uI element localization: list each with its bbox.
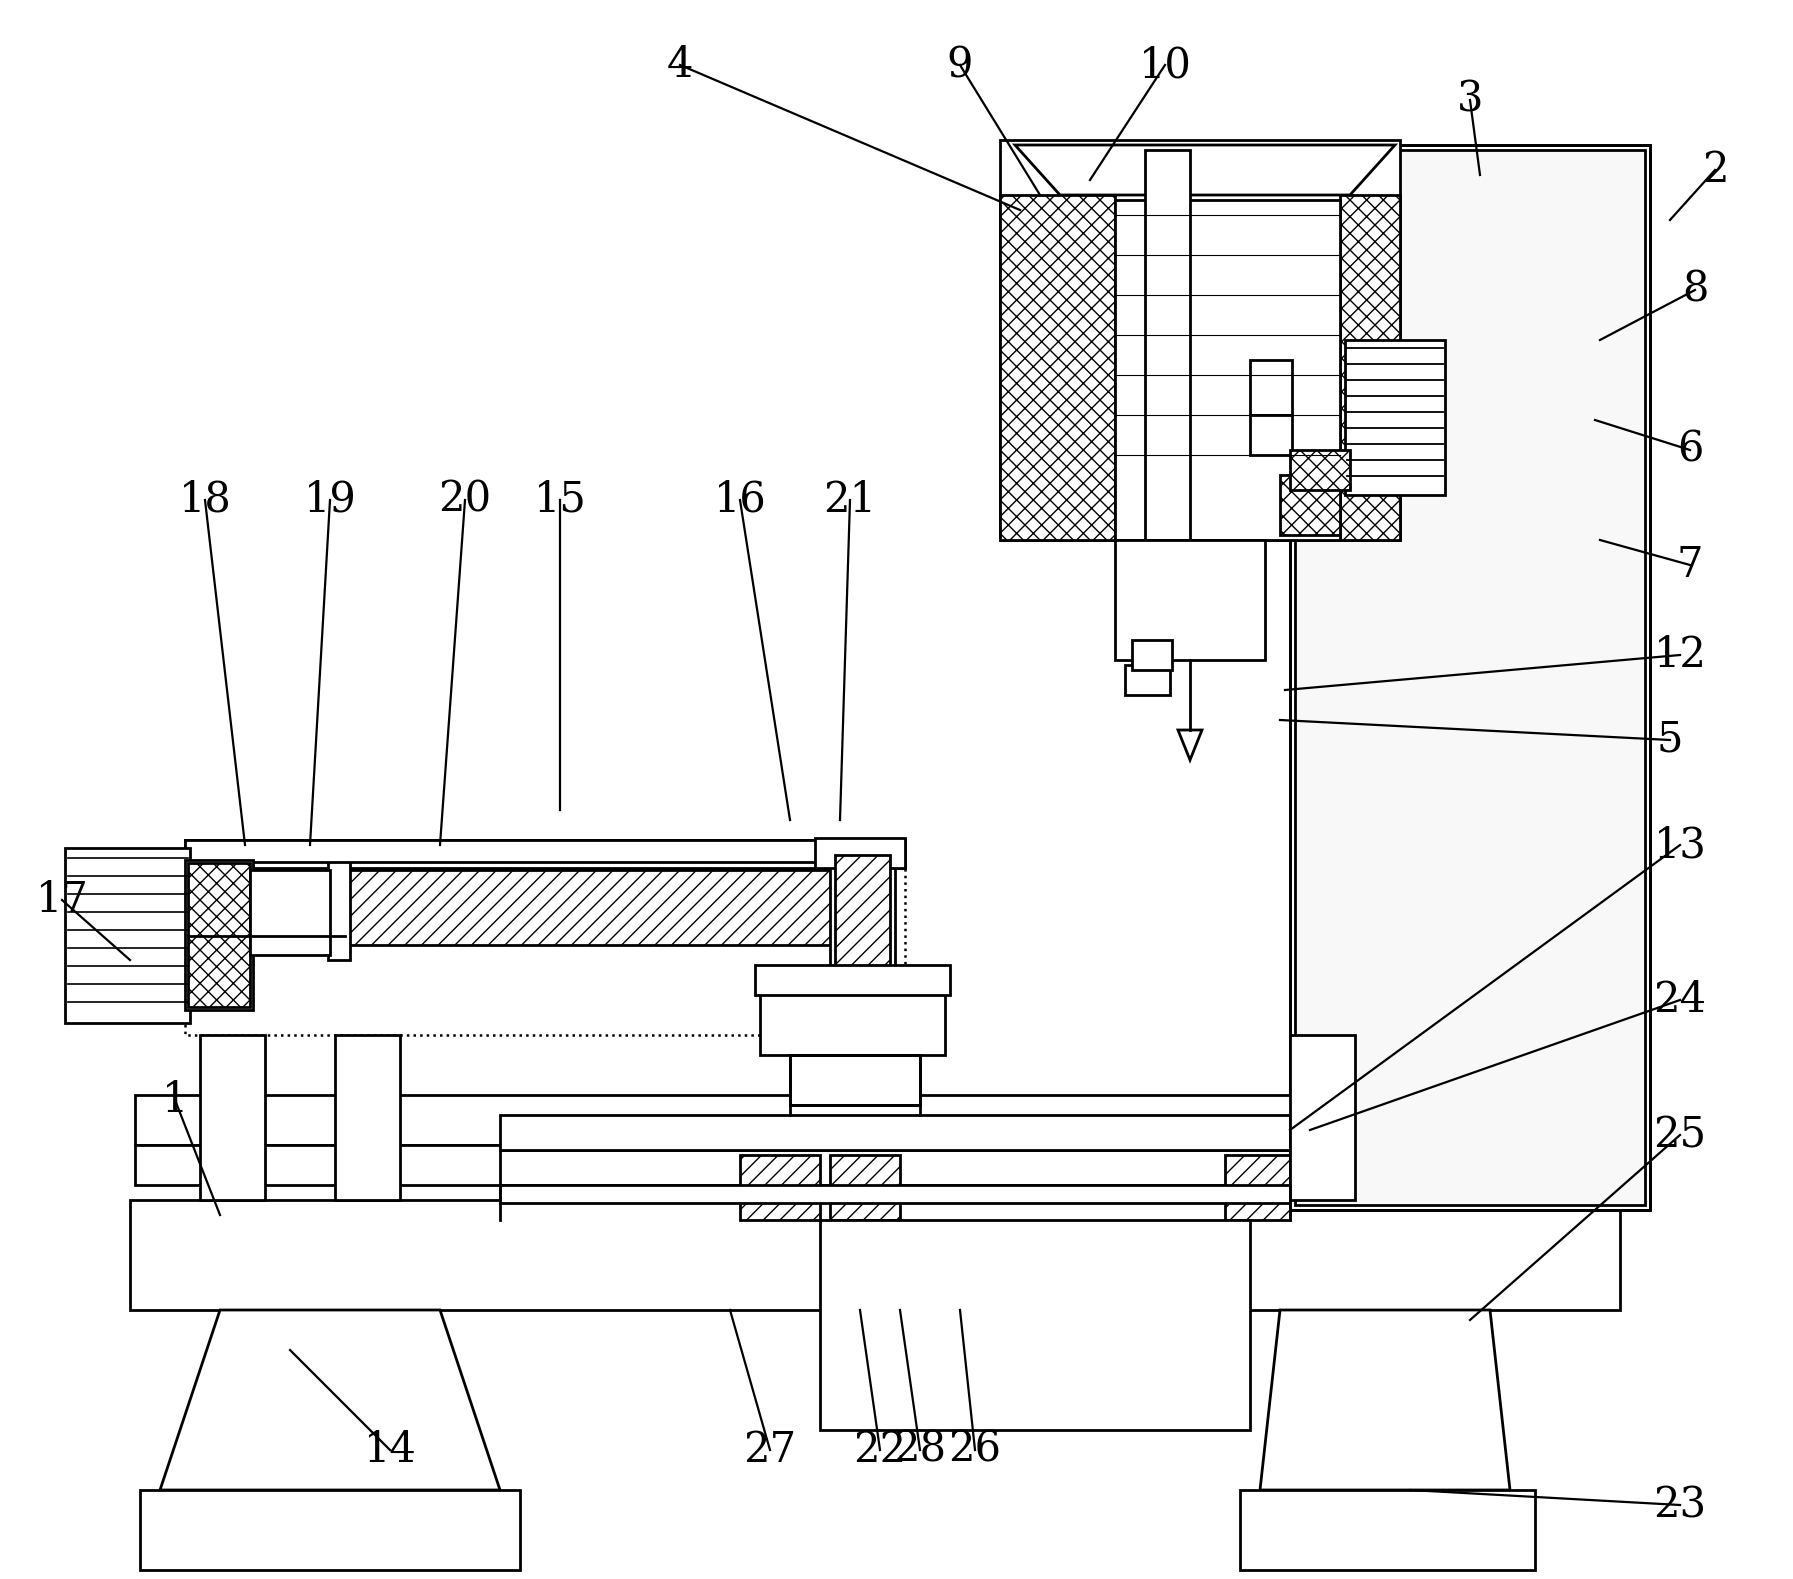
Bar: [1289, 145, 1650, 1210]
Bar: [134, 1145, 1295, 1184]
Bar: [1115, 540, 1266, 660]
Polygon shape: [160, 1311, 500, 1491]
Bar: [328, 854, 350, 960]
Text: 9: 9: [947, 44, 974, 85]
Bar: [201, 1034, 265, 1200]
Bar: [1131, 639, 1173, 669]
Text: 26: 26: [948, 1429, 1002, 1472]
Bar: [836, 854, 889, 995]
Bar: [1295, 1094, 1345, 1184]
Bar: [819, 1221, 1250, 1431]
Bar: [1124, 665, 1171, 695]
Text: 12: 12: [1653, 635, 1707, 676]
Bar: [335, 1034, 400, 1200]
Bar: [1280, 475, 1339, 535]
Bar: [500, 1184, 1289, 1203]
Text: 28: 28: [893, 1429, 947, 1472]
Bar: [755, 965, 950, 995]
Bar: [830, 850, 895, 1000]
Bar: [131, 1200, 1621, 1311]
Bar: [1000, 141, 1400, 540]
Bar: [1225, 1154, 1289, 1221]
Bar: [830, 1154, 900, 1221]
Bar: [185, 840, 905, 1034]
Bar: [741, 1154, 819, 1221]
Polygon shape: [1260, 1311, 1510, 1491]
Bar: [65, 848, 190, 1023]
Text: 15: 15: [534, 478, 586, 521]
Text: 5: 5: [1657, 718, 1684, 761]
Bar: [1115, 201, 1339, 540]
Text: 8: 8: [1682, 268, 1709, 311]
Bar: [500, 1115, 1289, 1150]
Bar: [344, 870, 836, 944]
Text: 27: 27: [744, 1429, 796, 1472]
Text: 4: 4: [667, 44, 694, 85]
Text: 18: 18: [179, 478, 231, 521]
Bar: [1345, 339, 1445, 494]
Bar: [1289, 145, 1650, 1210]
Bar: [1295, 1094, 1345, 1184]
Bar: [1289, 450, 1350, 489]
Text: 24: 24: [1653, 979, 1707, 1022]
Bar: [1339, 194, 1400, 540]
Bar: [830, 1154, 900, 1221]
Text: 14: 14: [364, 1429, 416, 1472]
Bar: [185, 840, 905, 868]
Bar: [500, 1150, 1289, 1184]
Bar: [836, 854, 889, 995]
Bar: [1289, 1034, 1356, 1200]
Bar: [1225, 1154, 1289, 1221]
Bar: [741, 1154, 819, 1221]
Bar: [816, 838, 905, 868]
Bar: [1250, 360, 1293, 415]
Bar: [1241, 1491, 1535, 1570]
Bar: [1250, 415, 1293, 455]
Bar: [188, 864, 249, 1007]
Bar: [185, 861, 253, 1011]
Bar: [791, 1055, 920, 1105]
Text: 16: 16: [714, 478, 766, 521]
Bar: [249, 870, 330, 955]
Text: 23: 23: [1653, 1484, 1707, 1525]
Polygon shape: [1015, 145, 1395, 194]
Bar: [185, 840, 905, 862]
Bar: [1280, 475, 1339, 535]
Text: 22: 22: [853, 1429, 907, 1472]
Text: 10: 10: [1139, 44, 1191, 85]
Polygon shape: [1178, 729, 1201, 759]
Text: 7: 7: [1676, 545, 1703, 586]
Text: 25: 25: [1653, 1115, 1707, 1156]
Bar: [1339, 194, 1400, 540]
Text: 19: 19: [303, 478, 357, 521]
Bar: [1295, 150, 1644, 1205]
Bar: [344, 870, 836, 944]
Bar: [760, 990, 945, 1055]
Text: 3: 3: [1456, 79, 1483, 122]
Bar: [140, 1491, 520, 1570]
Text: 6: 6: [1676, 429, 1703, 471]
Text: 21: 21: [823, 478, 877, 521]
Bar: [1000, 194, 1115, 540]
Bar: [1289, 450, 1350, 489]
Text: 2: 2: [1702, 148, 1728, 191]
Text: 1: 1: [161, 1078, 188, 1121]
Bar: [1146, 150, 1191, 540]
Text: 13: 13: [1653, 824, 1707, 865]
Bar: [791, 1055, 920, 1105]
Bar: [134, 1094, 1295, 1145]
Text: 17: 17: [36, 880, 88, 921]
Bar: [188, 864, 249, 1007]
Text: 20: 20: [439, 478, 491, 521]
Bar: [1000, 194, 1115, 540]
